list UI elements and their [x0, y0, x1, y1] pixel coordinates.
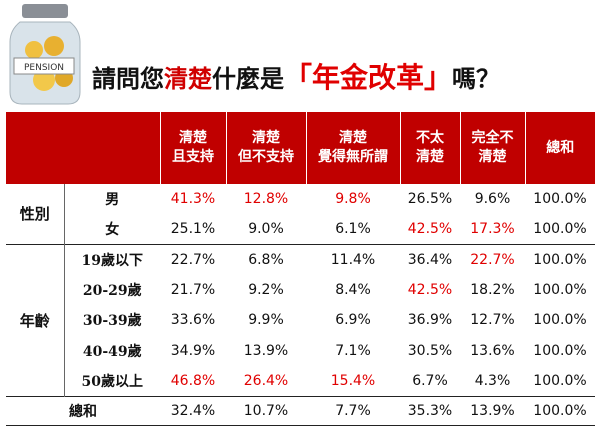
cell: 30.5% [407, 342, 453, 359]
group-label: 年齡 [6, 243, 65, 397]
column-header: 清楚 且支持 [159, 112, 226, 184]
title-part: 什麼是 [212, 65, 284, 93]
row-label: 女 [105, 221, 120, 238]
row-label: 40-49歲 [82, 343, 142, 360]
column-header-line: 覺得無所謂 [318, 149, 388, 165]
title: 請問您清楚什麼是「年金改革」嗎？ [92, 56, 500, 96]
cell: 100.0% [533, 220, 587, 237]
cell: 9.6% [474, 191, 511, 207]
title-part: 嗎？ [452, 65, 501, 93]
cell: 13.9% [243, 342, 289, 359]
column-header-line: 清楚 [179, 130, 207, 146]
cell: 100.0% [533, 312, 587, 329]
cell: 100.0% [533, 191, 587, 207]
table: 清楚 且支持 清楚 但不支持 清楚 覺得無所謂 不太 清楚 完全不 清楚 總和 性別男 41.3% 12… [6, 112, 595, 426]
cell: 6.9% [335, 312, 371, 329]
cell: 7.7% [306, 396, 400, 426]
cell: 46.8% [170, 373, 216, 389]
row-label: 19歲以下 [64, 243, 160, 275]
column-header-line: 清楚 [416, 149, 444, 165]
column-header-line: 但不支持 [238, 149, 294, 165]
cell: 9.8% [335, 191, 371, 207]
cell: 7.1% [335, 342, 371, 359]
cell: 13.6% [470, 342, 515, 359]
row: 性別 男 41.3% 12.8% 9.8% 26.5% 9.6% 100.0% [6, 184, 595, 244]
pension-jar-icon: PENSION [9, 4, 81, 105]
column-header-line: 且支持 [172, 149, 214, 165]
cell: 12.7% [470, 312, 515, 329]
cell: 42.5% [407, 281, 453, 298]
cell: 6.7% [412, 373, 448, 389]
cell: 21.7% [170, 281, 216, 298]
row: 50歲以上 46.8% 26.4% 15.4% 6.7% 4.3% 100.0% [6, 366, 595, 397]
column-header-line: 清楚 [252, 130, 280, 146]
cell: 100.0% [525, 243, 595, 275]
cell: 4.3% [474, 373, 511, 389]
cell: 33.6% [170, 312, 216, 329]
row-label: 男 [105, 192, 120, 208]
cell: 100.0% [525, 396, 595, 426]
cell: 13.9% [460, 396, 525, 426]
cell: 11.4% [306, 243, 400, 275]
cell: 22.7% [160, 243, 226, 275]
cell: 25.1% [170, 220, 216, 237]
cell: 6.1% [335, 220, 371, 237]
title-part: 清楚 [164, 65, 212, 93]
cell: 15.4% [330, 373, 376, 389]
cell: 100.0% [533, 342, 587, 359]
title-part: 請問您 [92, 65, 164, 93]
total-row: 總和 32.4% 10.7% 7.7% 35.3% 13.9% 100.0% [6, 396, 595, 426]
column-header: 清楚 覺得無所謂 [305, 112, 400, 184]
row-label: 30-39歲 [82, 313, 142, 330]
row: 40-49歲 34.9% 13.9% 7.1% 30.5% 13.6% 100.0% [6, 336, 595, 367]
row: 年齡 19歲以下 22.7% 6.8% 11.4% 36.4% 22.7% 100.0% [6, 243, 595, 397]
column-header: 完全不 清楚 [459, 112, 525, 184]
cell: 10.7% [226, 396, 306, 426]
cell: 41.3% [170, 191, 216, 207]
cell: 34.9% [170, 342, 216, 359]
cell: 26.5% [407, 191, 453, 207]
total-label: 總和 [6, 396, 160, 426]
column-header-line: 總和 [546, 139, 575, 156]
column-header: 不太 清楚 [399, 112, 460, 184]
cell: 26.4% [243, 373, 289, 389]
cell: 36.4% [400, 243, 460, 275]
row-label: 20-29歲 [82, 282, 142, 299]
row-label: 50歲以上 [81, 374, 143, 390]
jar-label: PENSION [24, 63, 64, 73]
column-header: 總和 [524, 112, 595, 184]
row: 女 25.1% 9.0% 6.1% 42.5% 17.3% 100.0% [6, 214, 595, 244]
column-header-line: 清楚 [478, 149, 507, 165]
header-row: 清楚 且支持 清楚 但不支持 清楚 覺得無所謂 不太 清楚 完全不 清楚 總和 [6, 112, 595, 184]
group-label: 性別 [6, 184, 65, 244]
cell: 12.8% [243, 191, 289, 207]
cell: 42.5% [407, 220, 453, 237]
column-header: 清楚 但不支持 [225, 112, 306, 184]
cell: 6.8% [226, 243, 306, 275]
cell: 9.0% [248, 220, 284, 237]
cell: 17.3% [470, 220, 515, 237]
cell: 32.4% [160, 396, 226, 426]
title-part: 「年金改革」 [284, 61, 453, 94]
column-header-line: 完全不 [471, 130, 514, 146]
row: 30-39歲 33.6% 9.9% 6.9% 36.9% 12.7% 100.0% [6, 305, 595, 336]
cell: 100.0% [533, 281, 587, 298]
cell: 35.3% [400, 396, 460, 426]
column-header-line: 清楚 [339, 130, 367, 146]
header-blank [6, 112, 160, 184]
cell: 18.2% [470, 281, 515, 298]
cell: 9.9% [248, 312, 284, 329]
cell: 8.4% [335, 281, 371, 298]
column-header-line: 不太 [416, 130, 444, 146]
cell: 100.0% [533, 373, 587, 389]
cell: 22.7% [460, 243, 525, 275]
cell: 36.9% [407, 312, 453, 329]
cell: 9.2% [248, 281, 284, 298]
row: 20-29歲 21.7% 9.2% 8.4% 42.5% 18.2% 100.0% [6, 275, 595, 306]
